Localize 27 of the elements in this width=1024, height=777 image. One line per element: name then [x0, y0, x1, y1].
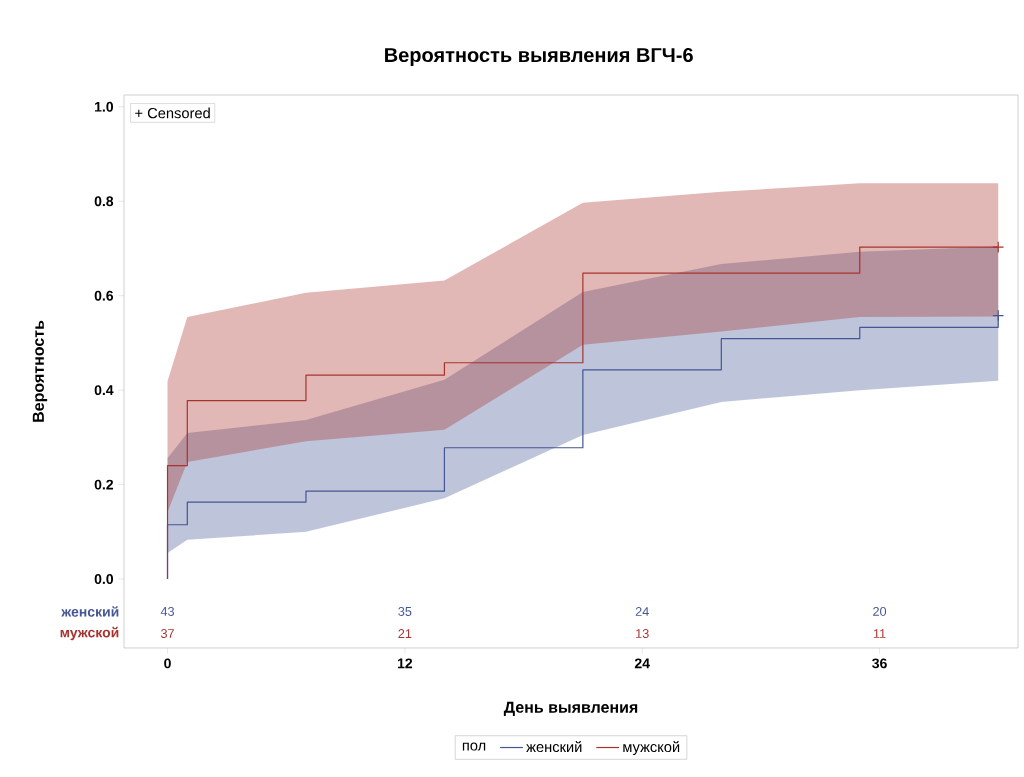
x-tick-label: 0 — [164, 658, 171, 669]
annotation: 35 — [398, 606, 412, 616]
y-tick-label: 0.4 — [94, 385, 114, 396]
chart-title: Вероятность выявления ВГЧ-6 — [385, 47, 693, 67]
legend-label: женский — [526, 741, 582, 753]
y-tick-label: 0.0 — [94, 574, 114, 584]
x-tick-label: 12 — [397, 658, 413, 669]
annotation: 13 — [636, 629, 649, 638]
legend-title: пол — [462, 742, 486, 751]
annotation: 24 — [635, 607, 649, 616]
annotation: 20 — [873, 606, 887, 616]
y-tick-label: 1.0 — [95, 101, 114, 112]
annotation: 21 — [398, 629, 412, 638]
annotation: 37 — [160, 629, 174, 638]
annotation: 43 — [160, 606, 174, 616]
x-axis-title: День выявления — [503, 701, 638, 716]
annotation: + Censored — [135, 107, 210, 119]
y-tick-label: 0.8 — [94, 196, 114, 207]
legend-label: мужской — [623, 741, 680, 755]
text: женский — [61, 606, 119, 617]
text: мужской — [60, 626, 119, 641]
x-tick-label: 24 — [634, 658, 650, 669]
y-axis-title: Вероятность — [32, 320, 48, 422]
x-tick-label: 36 — [872, 658, 887, 669]
y-tick-label: 0.2 — [94, 479, 114, 490]
y-tick-label: 0.6 — [94, 290, 114, 301]
annotation: 11 — [873, 629, 886, 638]
